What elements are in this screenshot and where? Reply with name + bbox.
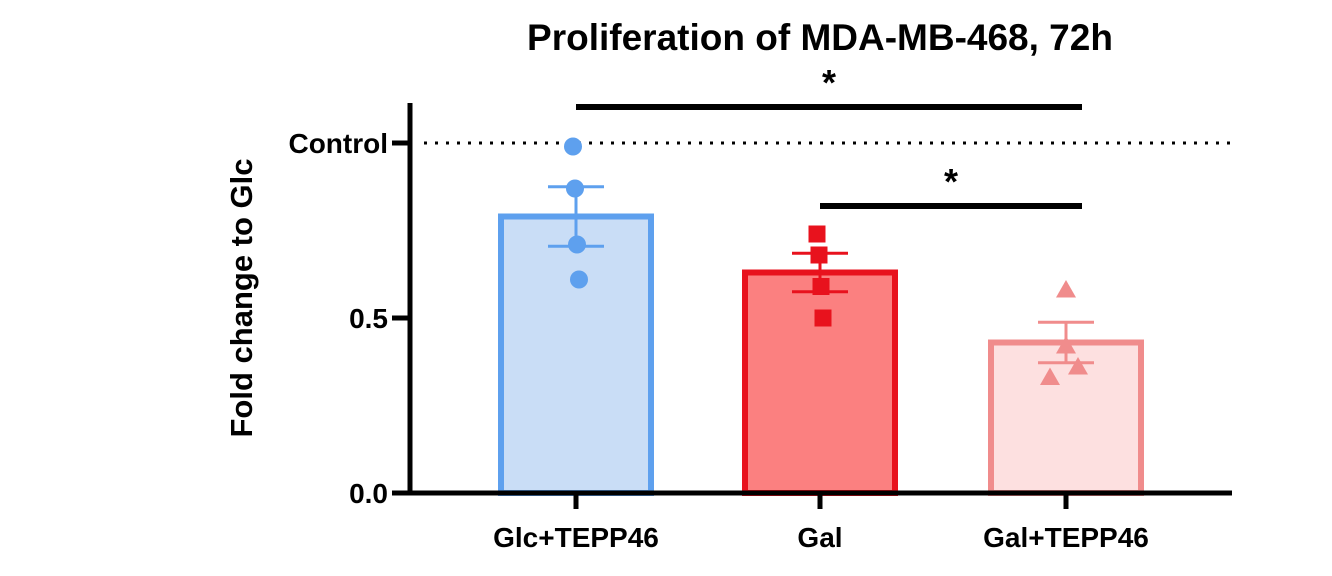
- data-point-gal-2: [810, 246, 828, 264]
- x-tick-label-glc-tepp46: Glc+TEPP46: [493, 522, 659, 553]
- data-point-gal-tepp46-1: [1056, 280, 1076, 298]
- data-point-gal-tepp46-2: [1056, 336, 1076, 354]
- y-tick-label-0-5: 0.5: [349, 303, 388, 334]
- significance-label-1: *: [822, 62, 836, 103]
- data-point-gal-3: [812, 278, 830, 295]
- data-points-layer: [564, 137, 1088, 385]
- bar-gal-tepp46: [988, 339, 1144, 496]
- significance-layer: **: [576, 62, 1082, 209]
- data-point-gal-1: [808, 225, 826, 243]
- data-point-glc-tepp46-1: [564, 137, 582, 156]
- data-point-gal-tepp46-3: [1068, 357, 1088, 375]
- x-tick-label-gal-tepp46: Gal+TEPP46: [983, 522, 1149, 553]
- data-point-gal-tepp46-4: [1040, 367, 1060, 385]
- axes-layer: 0.0 0.5 Control Glc+TEPP46 Gal Gal+TEPP46: [288, 103, 1232, 553]
- data-point-glc-tepp46-3: [568, 235, 586, 254]
- y-tick-label-control: Control: [288, 128, 388, 159]
- y-tick-label-0-0: 0.0: [349, 478, 388, 509]
- bar-gal: [742, 269, 898, 496]
- data-point-glc-tepp46-4: [570, 270, 588, 289]
- significance-label-2: *: [944, 161, 958, 202]
- x-tick-label-gal: Gal: [797, 522, 842, 553]
- data-point-gal-4: [814, 309, 832, 327]
- chart-title: Proliferation of MDA-MB-468, 72h: [527, 17, 1113, 58]
- y-axis-title: Fold change to Glc: [224, 158, 259, 437]
- bar-glc-tepp46: [498, 213, 654, 496]
- data-point-glc-tepp46-2: [566, 179, 584, 198]
